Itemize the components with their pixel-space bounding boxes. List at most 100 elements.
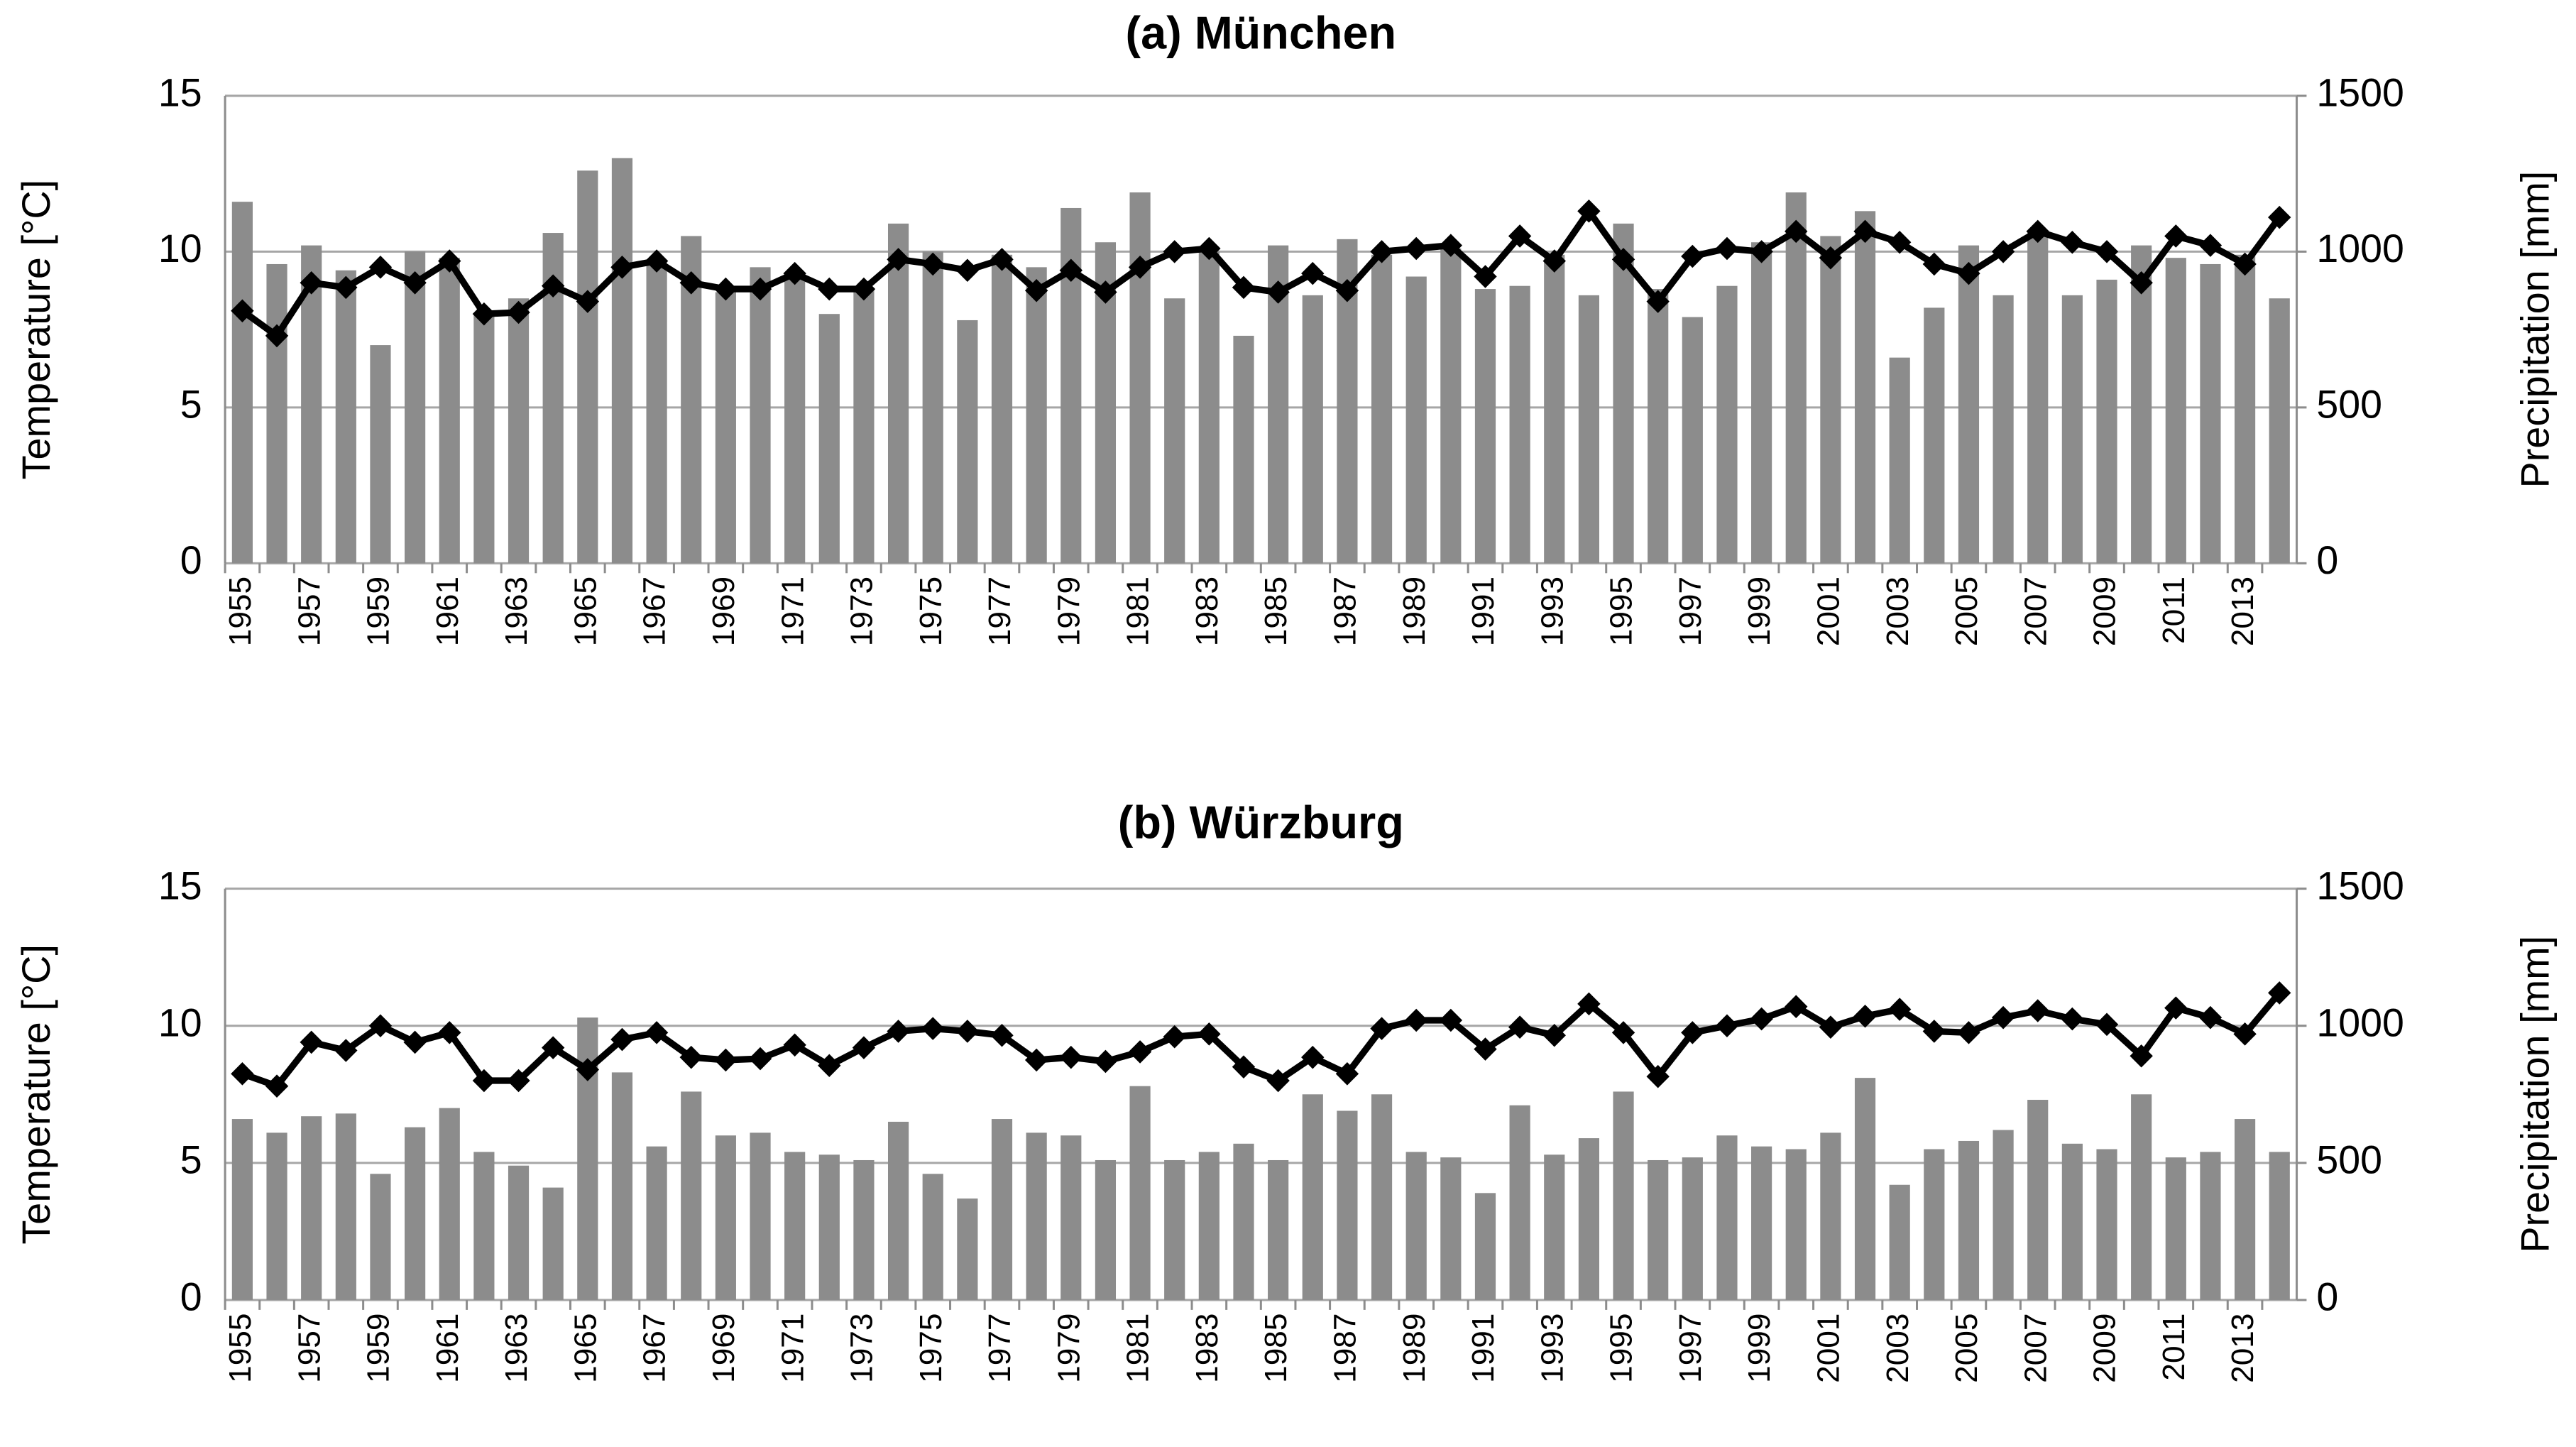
x-tick-label: 2005: [1949, 1314, 1984, 1383]
chart-title: (b) Würzburg: [1118, 796, 1404, 848]
bar: [370, 345, 391, 564]
bar: [1440, 249, 1462, 564]
y2-tick-label: 0: [2316, 538, 2338, 582]
x-tick-label: 1991: [1466, 577, 1501, 646]
y-tick-label: 5: [180, 1137, 202, 1181]
bar: [2200, 263, 2221, 564]
x-tick-label: 1955: [223, 1314, 258, 1383]
marker: [1715, 236, 1739, 261]
marker: [2164, 996, 2188, 1020]
marker: [541, 1036, 565, 1059]
bar: [1785, 1149, 1807, 1300]
marker: [852, 277, 876, 301]
marker: [1957, 1021, 1980, 1044]
bar: [681, 1091, 702, 1300]
marker: [1853, 1004, 1877, 1028]
marker: [818, 277, 841, 301]
bar: [611, 1072, 633, 1300]
y2-tick-label: 500: [2316, 382, 2382, 426]
marker: [1163, 240, 1186, 263]
marker: [1474, 265, 1497, 288]
x-tick-label: 1959: [361, 577, 396, 646]
marker: [679, 1045, 703, 1069]
bar: [1164, 1159, 1185, 1300]
bar: [1060, 1135, 1082, 1300]
bar: [1440, 1157, 1462, 1300]
x-tick-label: 2007: [2018, 1314, 2053, 1383]
x-tick-label: 1965: [569, 577, 603, 646]
line: [241, 990, 2282, 1090]
x-tick-label: 1981: [1121, 577, 1156, 646]
bar: [784, 1152, 806, 1300]
x-tick-label: 1991: [1466, 1314, 1501, 1383]
x-tick-label: 1985: [1259, 1314, 1293, 1383]
bar: [1233, 1143, 1254, 1300]
y2-tick-label: 500: [2316, 1137, 2382, 1181]
bar: [2131, 245, 2152, 564]
marker: [1681, 1021, 1704, 1044]
bar: [1405, 276, 1427, 564]
marker: [1094, 1049, 1117, 1074]
bar: [818, 314, 840, 564]
x-tick-label: 1997: [1673, 1314, 1708, 1383]
x-tick-label: 2003: [1880, 1314, 1915, 1383]
bar: [1371, 254, 1393, 564]
bar: [1544, 1154, 1565, 1300]
marker: [1266, 280, 1290, 304]
x-tick-label: 1995: [1604, 1314, 1639, 1383]
x-tick-label: 1969: [706, 577, 741, 646]
y2-tick-label: 1500: [2316, 71, 2404, 115]
x-tick-label: 1983: [1190, 577, 1224, 646]
bar: [1509, 1105, 1530, 1300]
marker: [714, 277, 738, 301]
bar: [2200, 1152, 2221, 1300]
marker: [507, 1069, 530, 1093]
bar: [508, 298, 530, 564]
x-tick-label: 1961: [430, 577, 465, 646]
marker: [576, 290, 600, 313]
x-tick-label: 2005: [1949, 577, 1984, 646]
x-tick-label: 1981: [1121, 1314, 1156, 1383]
marker: [1404, 1008, 1428, 1032]
x-tick-label: 1977: [982, 1314, 1017, 1383]
bar: [2165, 1157, 2186, 1300]
x-tick-label: 1999: [1742, 577, 1777, 646]
marker: [1439, 234, 1463, 257]
x-tick-label: 1969: [706, 1314, 741, 1383]
marker: [818, 1054, 841, 1078]
marker: [1611, 248, 1635, 271]
y-tick-label: 10: [158, 226, 202, 271]
bar: [1129, 192, 1151, 564]
x-tick-label: 1961: [430, 1314, 465, 1383]
bar: [1889, 1184, 1910, 1300]
bar: [231, 1119, 253, 1300]
bar: [1716, 285, 1738, 564]
marker: [1197, 236, 1221, 261]
marker: [438, 1021, 461, 1044]
bar: [991, 1119, 1013, 1300]
marker: [1059, 1045, 1083, 1069]
x-tick-label: 1959: [361, 1314, 396, 1383]
bar: [2269, 1152, 2290, 1300]
bar: [853, 289, 875, 564]
marker: [1059, 258, 1083, 283]
marker: [2026, 999, 2049, 1022]
marker: [2268, 205, 2291, 229]
bar: [370, 1174, 391, 1300]
marker: [1024, 278, 1048, 302]
x-tick-label: 2007: [2018, 577, 2053, 646]
bar: [1474, 1193, 1496, 1300]
y-tick-label: 0: [180, 1275, 202, 1319]
bar: [1578, 1138, 1599, 1300]
marker: [2061, 1007, 2084, 1031]
marker: [1715, 1014, 1739, 1038]
bar: [784, 273, 806, 564]
marker: [2026, 219, 2049, 244]
y-tick-label: 0: [180, 538, 202, 582]
bar: [750, 267, 771, 564]
bar: [1474, 289, 1496, 564]
marker: [1370, 240, 1393, 263]
bar: [1613, 223, 1634, 564]
y-tick-label: 5: [180, 382, 202, 426]
bar: [750, 1132, 771, 1300]
